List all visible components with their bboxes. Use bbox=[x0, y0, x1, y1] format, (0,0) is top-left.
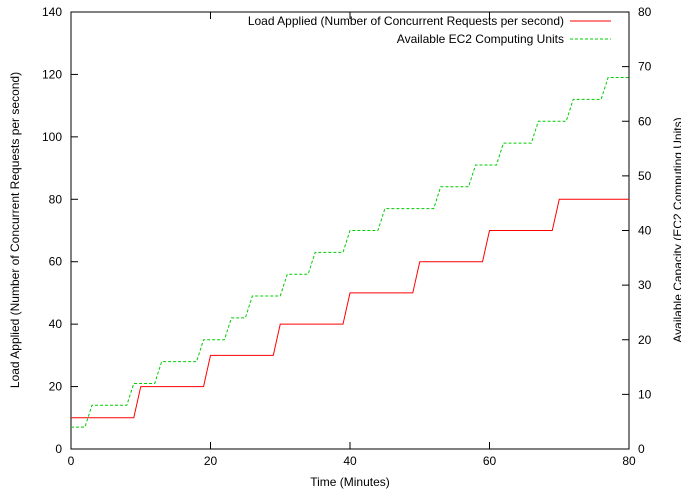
right-axis-label: Available Capacity (EC2 Computing Units) bbox=[671, 117, 681, 342]
right-tick-label: 40 bbox=[638, 224, 652, 238]
x-axis-ticks: 0 20 40 60 80 bbox=[68, 12, 636, 468]
legend-label-capacity: Available EC2 Computing Units bbox=[397, 32, 564, 46]
right-tick-label: 80 bbox=[638, 5, 652, 19]
series-line-load bbox=[71, 198, 629, 419]
right-tick-label: 60 bbox=[638, 114, 652, 128]
right-tick-label: 10 bbox=[638, 387, 652, 401]
right-tick-label: 30 bbox=[638, 278, 652, 292]
right-tick-label: 0 bbox=[638, 442, 645, 456]
x-tick-label: 40 bbox=[343, 454, 357, 468]
left-tick-label: 40 bbox=[49, 317, 63, 331]
right-tick-label: 70 bbox=[638, 60, 652, 74]
right-tick-label: 50 bbox=[638, 169, 652, 183]
left-tick-label: 80 bbox=[49, 192, 63, 206]
series-line-capacity bbox=[71, 77, 629, 428]
left-tick-label: 60 bbox=[49, 255, 63, 269]
left-axis-ticks: 0 20 40 60 80 100 120 140 bbox=[42, 5, 78, 456]
x-tick-label: 20 bbox=[204, 454, 218, 468]
legend: Load Applied (Number of Concurrent Reque… bbox=[248, 14, 611, 46]
left-axis-label: Load Applied (Number of Concurrent Reque… bbox=[8, 72, 22, 388]
left-tick-label: 120 bbox=[42, 67, 62, 81]
right-tick-label: 20 bbox=[638, 333, 652, 347]
x-axis-label: Time (Minutes) bbox=[310, 475, 390, 489]
x-tick-label: 0 bbox=[68, 454, 75, 468]
left-tick-label: 140 bbox=[42, 5, 62, 19]
left-tick-label: 0 bbox=[55, 442, 62, 456]
series-layer bbox=[71, 77, 629, 428]
left-tick-label: 20 bbox=[49, 380, 63, 394]
left-tick-label: 100 bbox=[42, 130, 62, 144]
legend-label-load: Load Applied (Number of Concurrent Reque… bbox=[248, 14, 564, 28]
x-tick-label: 80 bbox=[622, 454, 636, 468]
right-axis-ticks: 0 10 20 30 40 50 60 70 80 bbox=[622, 5, 652, 456]
x-tick-label: 60 bbox=[483, 454, 497, 468]
